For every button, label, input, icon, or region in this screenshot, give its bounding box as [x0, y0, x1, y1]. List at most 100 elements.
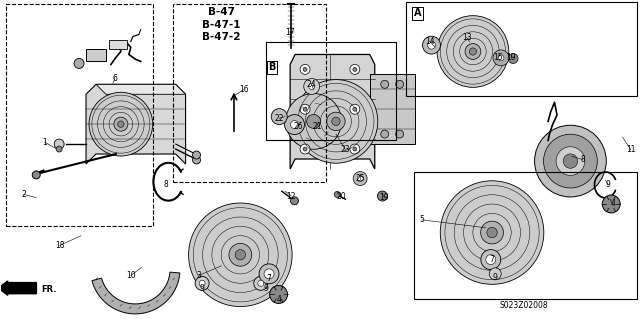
Circle shape	[498, 55, 504, 61]
Circle shape	[199, 280, 205, 286]
Circle shape	[602, 195, 620, 213]
Text: 11: 11	[626, 145, 636, 154]
Circle shape	[300, 104, 310, 114]
Polygon shape	[370, 74, 415, 144]
Bar	[406, 2, 637, 96]
Polygon shape	[290, 55, 375, 169]
Text: 20: 20	[336, 191, 346, 201]
Bar	[109, 40, 127, 49]
Text: 9: 9	[264, 284, 268, 293]
Bar	[6, 4, 153, 226]
Bar	[266, 42, 396, 140]
Circle shape	[486, 255, 496, 264]
Circle shape	[469, 48, 477, 55]
Circle shape	[353, 147, 357, 151]
Text: 16: 16	[239, 85, 248, 94]
Circle shape	[300, 144, 310, 154]
Circle shape	[334, 191, 340, 197]
Circle shape	[353, 107, 357, 111]
Text: 4: 4	[611, 199, 616, 208]
Circle shape	[332, 117, 340, 126]
Circle shape	[114, 117, 128, 131]
Text: 22: 22	[275, 114, 284, 123]
Circle shape	[543, 134, 597, 188]
Circle shape	[307, 115, 321, 128]
Circle shape	[353, 67, 357, 71]
Circle shape	[89, 92, 153, 156]
Circle shape	[294, 79, 378, 163]
Circle shape	[259, 264, 279, 284]
Circle shape	[357, 175, 363, 182]
Polygon shape	[96, 84, 186, 94]
Circle shape	[189, 203, 292, 307]
Circle shape	[74, 58, 84, 68]
Circle shape	[254, 276, 268, 290]
Circle shape	[350, 104, 360, 114]
Circle shape	[437, 16, 509, 87]
Circle shape	[271, 109, 287, 125]
Circle shape	[291, 121, 298, 129]
Circle shape	[327, 112, 345, 130]
Text: 13: 13	[461, 33, 472, 42]
Circle shape	[193, 156, 200, 164]
Text: 1: 1	[42, 137, 47, 146]
Circle shape	[508, 54, 518, 63]
Circle shape	[353, 172, 367, 186]
Text: 26: 26	[294, 122, 303, 131]
Circle shape	[303, 107, 307, 111]
Text: B: B	[269, 63, 276, 72]
Text: 5: 5	[419, 215, 424, 224]
Circle shape	[440, 181, 544, 284]
Circle shape	[300, 64, 310, 74]
Text: 4: 4	[276, 295, 281, 304]
Circle shape	[193, 151, 200, 159]
Text: 6: 6	[113, 74, 117, 83]
Circle shape	[303, 67, 307, 71]
Circle shape	[285, 93, 342, 149]
Circle shape	[350, 144, 360, 154]
Circle shape	[195, 276, 209, 290]
Text: 14: 14	[426, 38, 435, 47]
Circle shape	[350, 64, 360, 74]
Bar	[414, 172, 637, 299]
Circle shape	[556, 147, 585, 175]
Text: S023Z02008: S023Z02008	[500, 301, 548, 310]
Text: 9: 9	[200, 284, 205, 293]
Circle shape	[534, 125, 606, 197]
Circle shape	[396, 130, 404, 138]
Text: 19: 19	[380, 193, 389, 202]
Circle shape	[487, 227, 497, 238]
Text: 23: 23	[340, 145, 350, 154]
Circle shape	[303, 147, 307, 151]
Text: 10: 10	[126, 271, 136, 280]
Circle shape	[396, 80, 404, 88]
Text: 25: 25	[355, 174, 365, 183]
Circle shape	[258, 280, 264, 286]
Circle shape	[481, 249, 500, 270]
Circle shape	[493, 50, 509, 66]
Text: 12: 12	[287, 191, 296, 201]
Text: 2: 2	[21, 190, 26, 199]
Text: 8: 8	[163, 181, 168, 189]
Circle shape	[304, 78, 320, 94]
Text: B-47
B-47-1
B-47-2: B-47 B-47-1 B-47-2	[202, 7, 241, 42]
Text: 18: 18	[55, 241, 65, 250]
Bar	[173, 4, 326, 182]
Circle shape	[235, 249, 246, 260]
Circle shape	[481, 221, 504, 244]
Circle shape	[465, 44, 481, 59]
Text: 3: 3	[196, 271, 202, 280]
Text: 8: 8	[580, 155, 585, 164]
FancyArrow shape	[0, 281, 36, 295]
Circle shape	[489, 268, 501, 280]
Circle shape	[54, 139, 64, 149]
Text: A: A	[413, 8, 421, 19]
Circle shape	[428, 41, 435, 49]
Bar	[86, 49, 106, 62]
Circle shape	[229, 243, 252, 266]
Polygon shape	[92, 272, 180, 314]
Polygon shape	[86, 84, 186, 164]
Circle shape	[56, 146, 62, 152]
Text: 21: 21	[312, 122, 321, 131]
Text: 9: 9	[493, 272, 498, 281]
